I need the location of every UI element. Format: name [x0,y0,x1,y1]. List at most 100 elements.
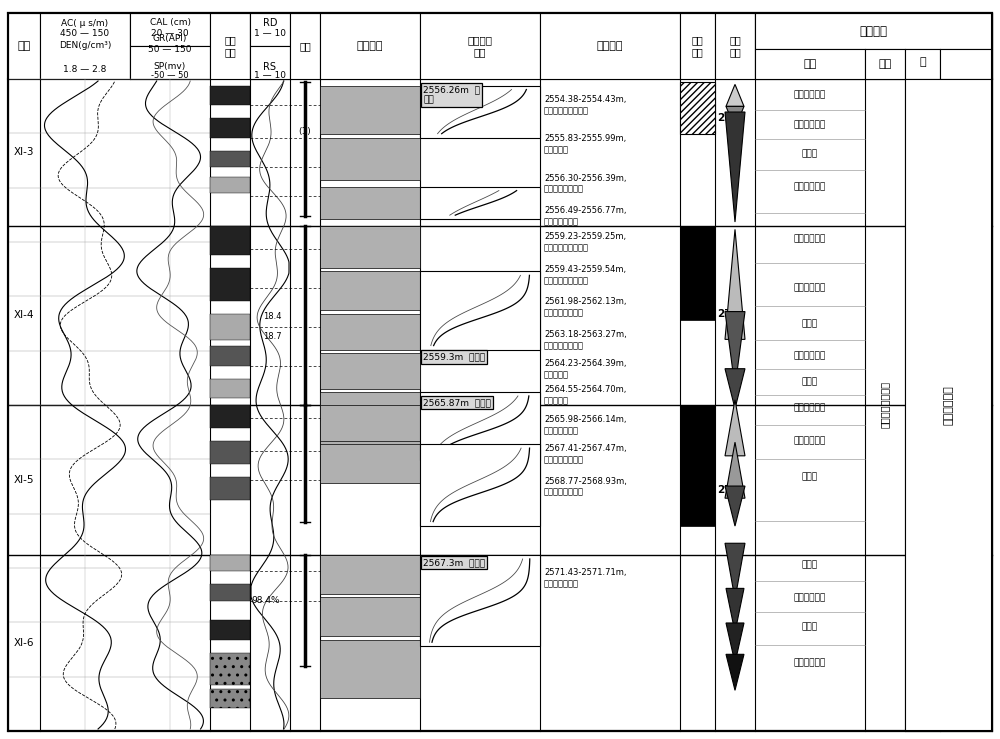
Text: 98.4%: 98.4% [251,596,280,605]
Bar [320,444,420,483]
Bar [905,50,940,79]
Text: 相: 相 [919,57,926,67]
Text: AC( μ s/m): AC( μ s/m) [61,18,109,27]
Bar [420,13,540,79]
Bar [320,225,420,268]
Text: 273: 273 [717,113,739,123]
Text: 2554.38-2554.43m,
棕褐色油斑砾状砂岩: 2554.38-2554.43m, 棕褐色油斑砾状砂岩 [544,95,626,115]
Bar [210,13,250,79]
Text: 2559.3m  三段式: 2559.3m 三段式 [423,353,485,361]
Bar [210,225,250,255]
Text: 1.8 — 2.8: 1.8 — 2.8 [63,64,107,73]
Text: 河口坝: 河口坝 [802,472,818,481]
Text: 1 — 10: 1 — 10 [254,30,286,38]
Polygon shape [725,486,745,526]
Text: 2563.18-2563.27m,
棕灰色油迹粉砂岩: 2563.18-2563.27m, 棕灰色油迹粉砂岩 [544,330,627,350]
Polygon shape [726,588,744,633]
Text: 水下分流间湾: 水下分流间湾 [794,352,826,361]
Text: 沉积体系: 沉积体系 [860,24,888,38]
Text: 水下分流河道: 水下分流河道 [794,403,826,413]
Bar [8,13,40,79]
Bar [130,13,210,46]
Text: XI-5: XI-5 [14,475,34,485]
Text: 水下分流河道: 水下分流河道 [794,234,826,243]
Polygon shape [725,312,745,387]
Bar [210,177,250,193]
Text: 岩心图片: 岩心图片 [357,41,383,51]
Text: 2565.98-2566.14m,
棕褐色砂质泥岩: 2565.98-2566.14m, 棕褐色砂质泥岩 [544,415,626,435]
Bar [320,597,420,636]
Text: 1 — 10: 1 — 10 [254,72,286,81]
Bar [320,186,420,219]
Text: XI-3: XI-3 [14,147,34,157]
Bar [420,392,540,460]
Polygon shape [726,654,744,690]
Bar [320,392,420,418]
Text: 水下分流河道: 水下分流河道 [794,91,826,100]
Bar [210,620,250,640]
Text: 275: 275 [717,485,739,494]
Bar [865,50,905,79]
Bar [680,13,715,79]
Bar [250,46,290,79]
Polygon shape [726,623,744,663]
Bar [210,314,250,340]
Bar [320,555,420,594]
Text: 18.4: 18.4 [264,313,282,321]
Text: GR(API): GR(API) [153,33,187,43]
Polygon shape [726,84,744,106]
Bar [715,13,755,79]
Bar [755,13,992,50]
Text: 微相: 微相 [803,59,817,69]
Bar [680,225,715,320]
Text: 2561.98-2562.13m,
棕灰色油斑粉砂岩: 2561.98-2562.13m, 棕灰色油斑粉砂岩 [544,297,626,318]
Bar [540,13,680,79]
Bar [320,421,420,457]
Text: 2564.23-2564.39m,
棕褐色泥岩: 2564.23-2564.39m, 棕褐色泥岩 [544,359,626,379]
Bar [755,13,992,79]
Text: RD: RD [263,18,277,28]
Bar [320,314,420,350]
Bar [210,585,250,601]
Bar [210,268,250,301]
Bar [210,555,250,571]
Text: 小层: 小层 [17,41,31,51]
Text: 2556.49-2556.77m,
棕红色砂质泥岩: 2556.49-2556.77m, 棕红色砂质泥岩 [544,206,626,226]
Text: 辫状河三角洲前缘: 辫状河三角洲前缘 [880,381,890,429]
Text: 2559.23-2559.25m,
棕灰色油斑砾状砂岩: 2559.23-2559.25m, 棕灰色油斑砾状砂岩 [544,232,626,252]
Bar [210,379,250,398]
Bar [320,271,420,310]
Bar [210,405,250,428]
Text: 2555.83-2555.99m,
棕褐色泥岩: 2555.83-2555.99m, 棕褐色泥岩 [544,134,626,154]
Text: 450 — 150: 450 — 150 [60,29,110,38]
Bar [680,82,715,134]
Bar [680,405,715,525]
Text: 取心
描述: 取心 描述 [224,35,236,57]
Text: DEN(g/cm³): DEN(g/cm³) [59,41,111,50]
Text: 水下分流河道: 水下分流河道 [794,436,826,446]
Bar [420,444,540,525]
Text: 20 — 30: 20 — 30 [151,29,189,38]
Text: 2556.26m  三
段式: 2556.26m 三 段式 [423,85,480,105]
Bar [755,50,865,79]
Polygon shape [725,543,745,599]
Polygon shape [726,106,744,129]
Bar [210,86,250,105]
Text: 水下分流间湾: 水下分流间湾 [794,593,826,602]
Text: (1): (1) [299,126,311,136]
Bar [320,405,420,441]
Text: 2567.41-2567.47m,
灰色荧光砾状砂岩: 2567.41-2567.47m, 灰色荧光砾状砂岩 [544,444,627,464]
Bar [320,86,420,134]
Text: 沉积
旋回: 沉积 旋回 [729,35,741,57]
Text: 50 — 150: 50 — 150 [148,46,192,55]
Bar [250,13,290,79]
Bar [210,689,250,708]
Text: 水下分流间湾: 水下分流间湾 [794,658,826,667]
Text: 2567.3m  三段式: 2567.3m 三段式 [423,558,485,567]
Bar [130,13,210,79]
Bar [250,13,290,46]
Text: 274: 274 [717,309,739,319]
Text: 水下分流间湾: 水下分流间湾 [794,182,826,191]
Text: CAL (cm): CAL (cm) [150,18,190,27]
Bar [420,555,540,646]
